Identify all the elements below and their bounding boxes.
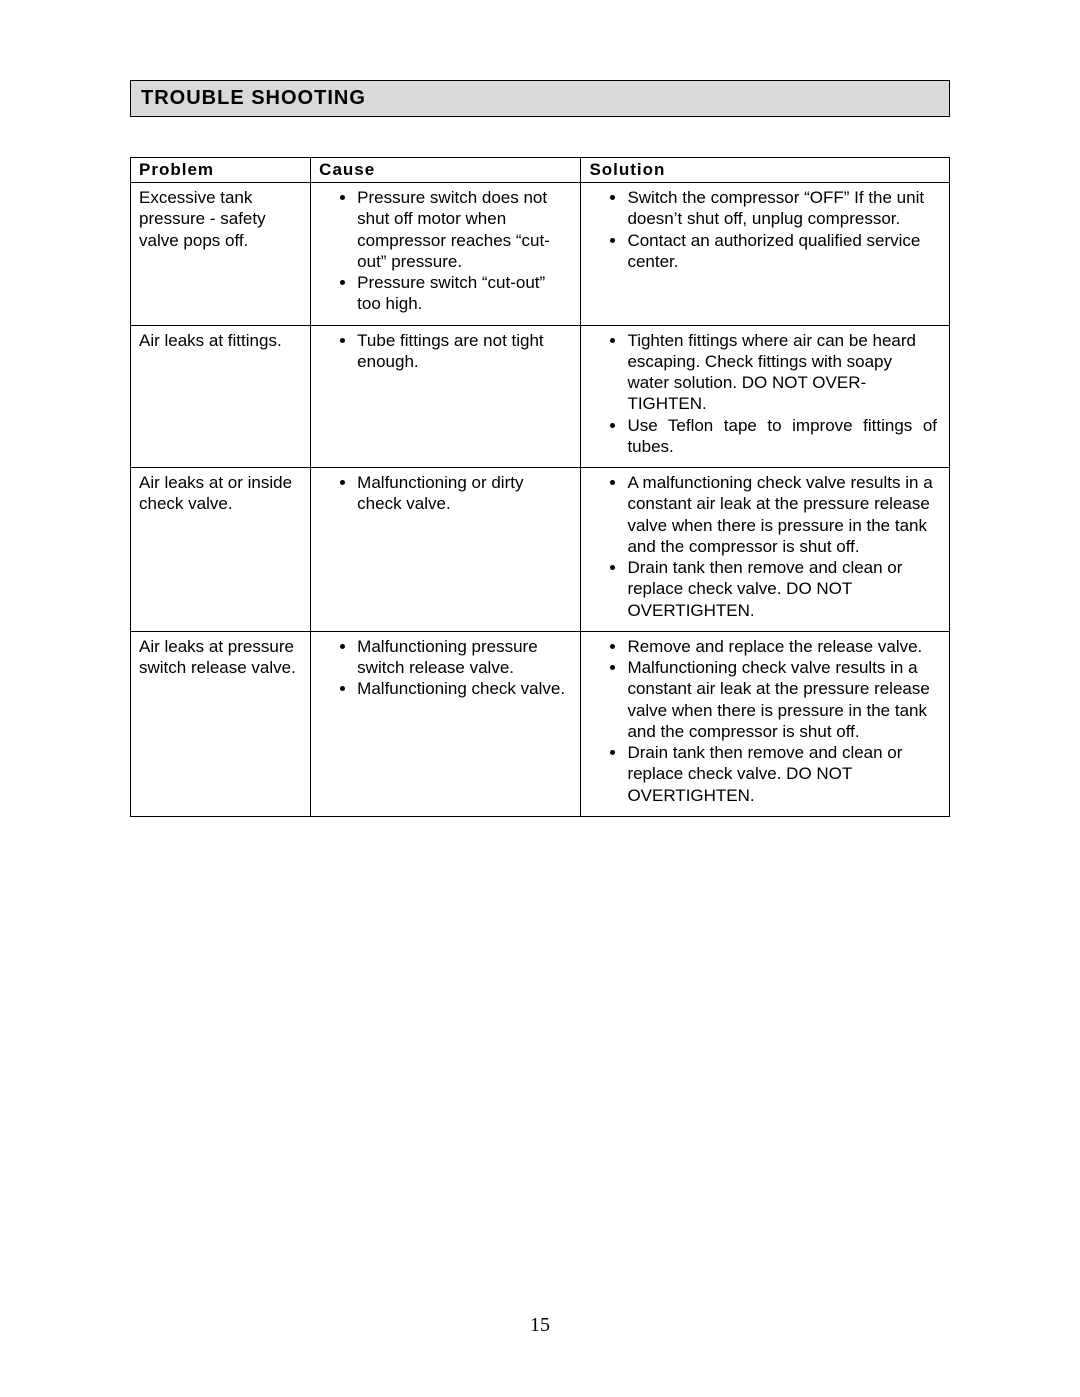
problem-cell: Excessive tank pressure - safety valve p…	[131, 183, 311, 326]
header-cause: Cause	[311, 158, 581, 183]
solution-item: Use Teflon tape to improve fittings of t…	[627, 415, 941, 458]
problem-cell: Air leaks at or inside check valve.	[131, 468, 311, 632]
header-problem: Problem	[131, 158, 311, 183]
cause-list: Tube fittings are not tight enough.	[319, 330, 572, 373]
table-row: Air leaks at or inside check valve. Malf…	[131, 468, 950, 632]
table-row: Air leaks at fittings. Tube fittings are…	[131, 325, 950, 468]
problem-cell: Air leaks at pressure switch release val…	[131, 631, 311, 816]
page-container: TROUBLE SHOOTING Problem Cause Solution …	[0, 0, 1080, 817]
solution-cell: Remove and replace the release valve. Ma…	[581, 631, 950, 816]
table-row: Excessive tank pressure - safety valve p…	[131, 183, 950, 326]
solution-list: Remove and replace the release valve. Ma…	[589, 636, 941, 806]
cause-cell: Malfunctioning or dirty check valve.	[311, 468, 581, 632]
solution-cell: A malfunctioning check valve results in …	[581, 468, 950, 632]
problem-cell: Air leaks at fittings.	[131, 325, 311, 468]
cause-list: Malfunctioning pressure switch release v…	[319, 636, 572, 700]
troubleshooting-table: Problem Cause Solution Excessive tank pr…	[130, 157, 950, 817]
table-row: Air leaks at pressure switch release val…	[131, 631, 950, 816]
solution-item: A malfunctioning check valve results in …	[627, 472, 941, 557]
cause-item: Malfunctioning or dirty check valve.	[357, 472, 572, 515]
cause-cell: Pressure switch does not shut off motor …	[311, 183, 581, 326]
solution-list: Tighten fittings where air can be heard …	[589, 330, 941, 458]
cause-list: Malfunctioning or dirty check valve.	[319, 472, 572, 515]
solution-list: Switch the compressor “OFF” If the unit …	[589, 187, 941, 272]
cause-item: Pressure switch “cut-out” too high.	[357, 272, 572, 315]
cause-item: Pressure switch does not shut off motor …	[357, 187, 572, 272]
solution-item: Malfunctioning check valve results in a …	[627, 657, 941, 742]
header-solution: Solution	[581, 158, 950, 183]
solution-item: Remove and replace the release valve.	[627, 636, 941, 657]
cause-cell: Malfunctioning pressure switch release v…	[311, 631, 581, 816]
table-header-row: Problem Cause Solution	[131, 158, 950, 183]
cause-item: Tube fittings are not tight enough.	[357, 330, 572, 373]
cause-list: Pressure switch does not shut off motor …	[319, 187, 572, 315]
solution-item: Drain tank then remove and clean or repl…	[627, 742, 941, 806]
solution-item: Switch the compressor “OFF” If the unit …	[627, 187, 941, 230]
cause-item: Malfunctioning check valve.	[357, 678, 572, 699]
solution-item: Contact an authorized qualified service …	[627, 230, 941, 273]
solution-item: Drain tank then remove and clean or repl…	[627, 557, 941, 621]
solution-cell: Tighten fittings where air can be heard …	[581, 325, 950, 468]
cause-cell: Tube fittings are not tight enough.	[311, 325, 581, 468]
solution-item: Tighten fittings where air can be heard …	[627, 330, 941, 415]
cause-item: Malfunctioning pressure switch release v…	[357, 636, 572, 679]
page-number: 15	[0, 1314, 1080, 1337]
solution-cell: Switch the compressor “OFF” If the unit …	[581, 183, 950, 326]
section-title: TROUBLE SHOOTING	[130, 80, 950, 117]
solution-list: A malfunctioning check valve results in …	[589, 472, 941, 621]
